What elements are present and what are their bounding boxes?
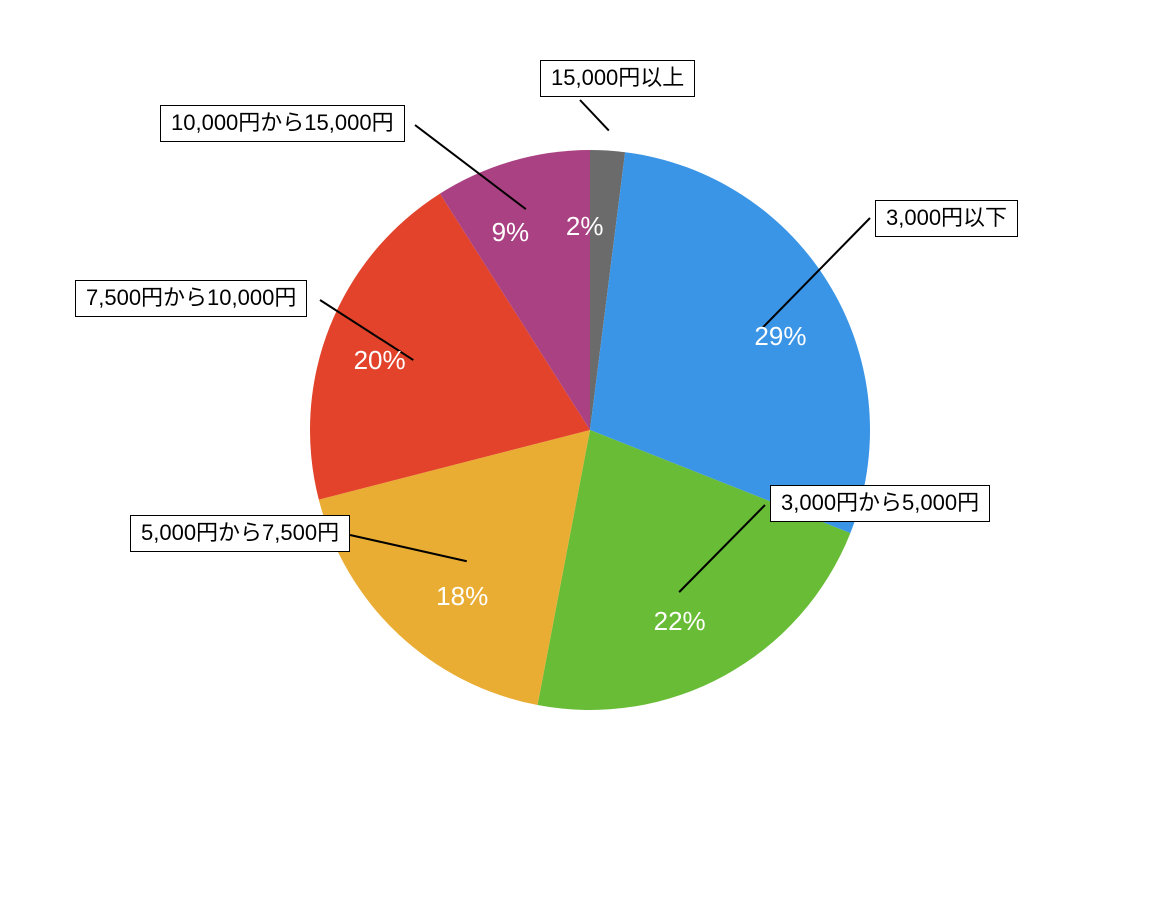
slice-percent: 2% bbox=[566, 211, 604, 242]
slice-label: 7,500円から10,000円 bbox=[75, 280, 307, 317]
pie-chart: 2% 15,000円以上 29% 3,000円以下 22% 3,000円から5,000円 1… bbox=[0, 0, 1169, 898]
slice-label: 15,000円以上 bbox=[540, 60, 695, 97]
slice-label: 3,000円以下 bbox=[875, 200, 1018, 237]
slice-percent: 18% bbox=[436, 581, 488, 612]
slice-label: 3,000円から5,000円 bbox=[770, 485, 990, 522]
slice-percent: 29% bbox=[754, 321, 806, 352]
slice-percent: 20% bbox=[354, 345, 406, 376]
slice-label: 5,000円から7,500円 bbox=[130, 515, 350, 552]
slice-label: 10,000円から15,000円 bbox=[160, 105, 405, 142]
slice-percent: 22% bbox=[654, 606, 706, 637]
slice-percent: 9% bbox=[492, 217, 530, 248]
leader-line bbox=[580, 100, 609, 131]
